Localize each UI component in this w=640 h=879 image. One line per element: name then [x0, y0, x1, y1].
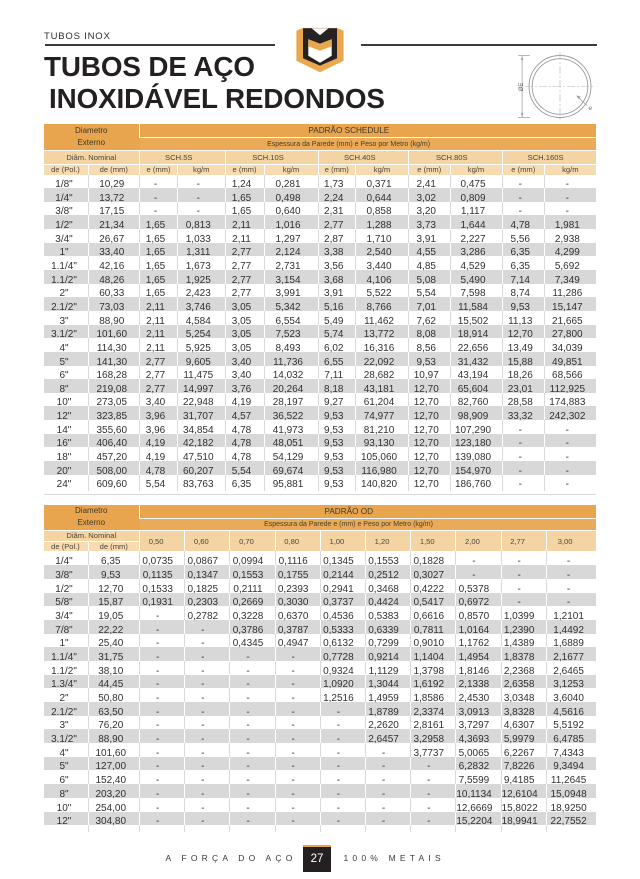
- svg-text:ØE: ØE: [519, 83, 525, 92]
- svg-text:e: e: [589, 105, 593, 112]
